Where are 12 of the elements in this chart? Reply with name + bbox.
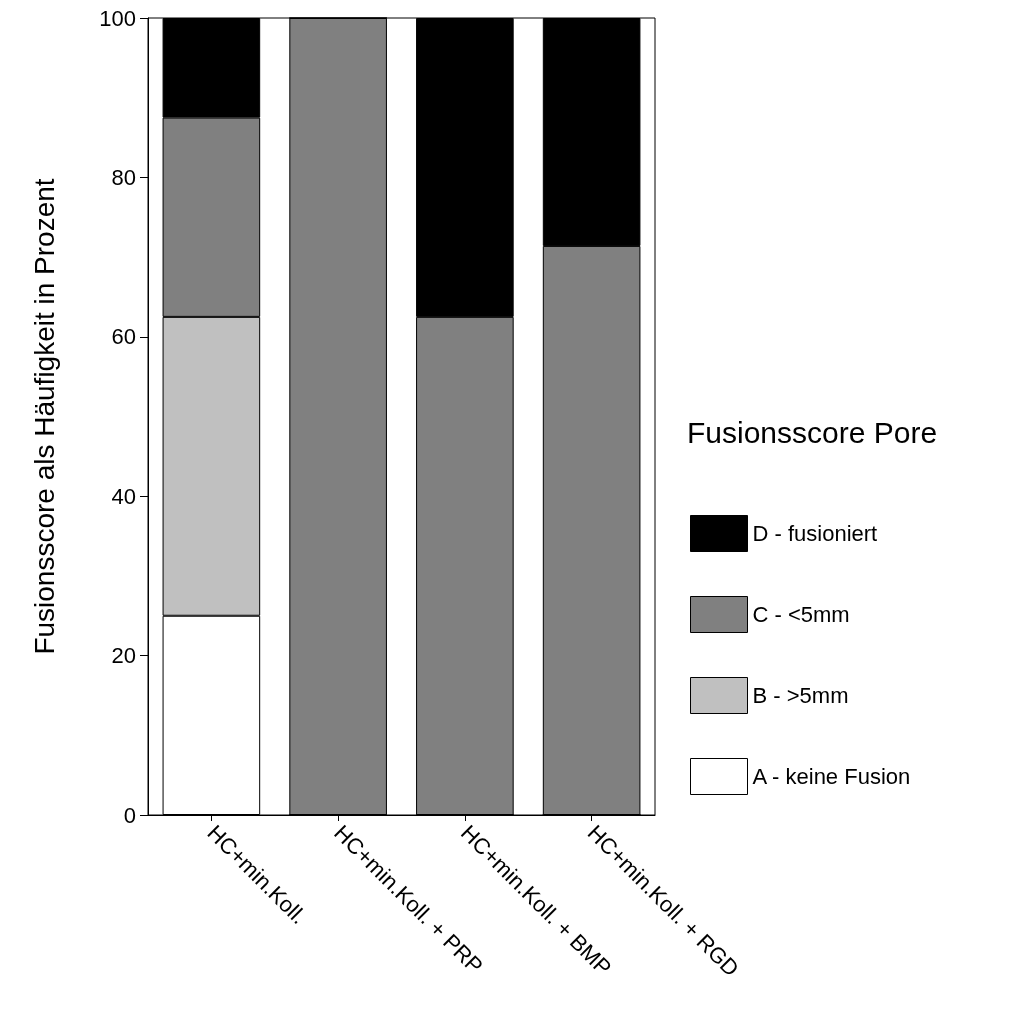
y-axis-title: Fusionsscore als Häufigkeit in Prozent bbox=[28, 178, 60, 655]
y-tick-label: 80 bbox=[111, 164, 136, 190]
y-tick-label: 20 bbox=[111, 643, 136, 669]
legend-label: B - >5mm bbox=[752, 683, 849, 708]
y-tick-label: 100 bbox=[99, 5, 136, 31]
legend-title: Fusionsscore Pore bbox=[687, 415, 938, 449]
legend-label: D - fusioniert bbox=[752, 521, 878, 546]
legend-label: A - keine Fusion bbox=[752, 764, 911, 789]
y-tick-label: 40 bbox=[111, 483, 136, 509]
y-tick-label: 0 bbox=[123, 802, 136, 828]
y-tick-label: 60 bbox=[111, 324, 136, 350]
legend-label: C - <5mm bbox=[752, 602, 850, 627]
